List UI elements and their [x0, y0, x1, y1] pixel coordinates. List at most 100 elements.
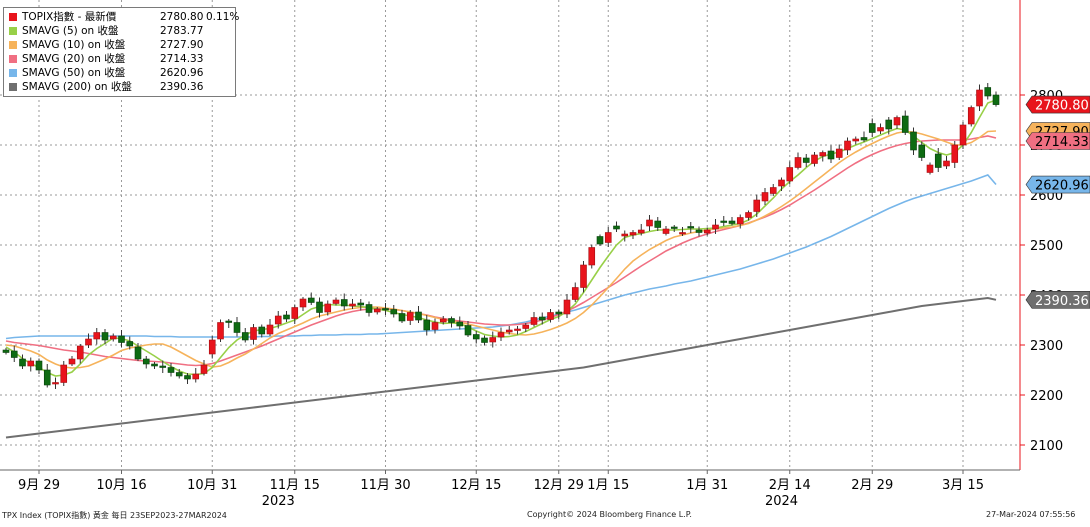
candle-body: [852, 138, 860, 142]
candle-body: [217, 322, 224, 340]
candle-body: [926, 164, 934, 173]
candle-body: [126, 341, 134, 347]
legend-label-topix: TOPIX指數 - 最新價: [22, 11, 117, 23]
candle-body: [19, 358, 26, 367]
x-tick-label: 3月 15: [942, 478, 984, 493]
legend-swatch-sma50: [9, 69, 17, 77]
candle-body: [423, 319, 431, 331]
value-label-text: 2714.33: [1035, 135, 1089, 150]
candle-body: [505, 329, 513, 333]
candle-body: [967, 107, 975, 125]
x-tick-label: 11月 30: [360, 478, 410, 493]
candle-body: [646, 219, 653, 227]
candle-body: [621, 233, 629, 237]
candle-body: [109, 335, 117, 340]
candle-body: [274, 315, 282, 325]
candle-body: [357, 302, 365, 306]
candle-body: [340, 299, 348, 307]
candle-body: [819, 152, 827, 157]
candle-body: [695, 229, 703, 233]
candle-body: [415, 311, 422, 321]
candle-body: [662, 228, 670, 234]
candle-body: [934, 153, 942, 168]
candle-body: [365, 304, 373, 313]
candle-body: [745, 212, 752, 218]
x-tick-label: 9月 29: [18, 478, 60, 493]
candle-body: [2, 349, 10, 353]
candle-body: [332, 299, 340, 304]
x-tick-label: 2月 14: [769, 478, 811, 493]
candle-body: [670, 226, 678, 229]
candle-body: [456, 321, 464, 327]
footer-source: TPX Index (TOPIX指數) 黃金 每日 23SEP2023-27MA…: [2, 511, 227, 520]
candle-body: [885, 119, 893, 130]
legend-value-sma50: 2620.96: [160, 67, 204, 79]
candle-body: [316, 301, 323, 313]
x-tick-label: 11月 15: [270, 478, 320, 493]
legend-item-sma200: SMAVG (200) on 收盤 2390.36: [8, 80, 231, 94]
candle-body: [142, 358, 150, 365]
value-label-bg: [1025, 291, 1090, 309]
candle-body: [901, 115, 909, 133]
candle-body: [497, 332, 505, 338]
footer-copyright: Copyright© 2024 Bloomberg Finance L.P.: [527, 510, 692, 519]
value-label-text: 2620.96: [1035, 179, 1089, 194]
candle-body: [786, 167, 794, 182]
candle-body: [241, 332, 249, 341]
candle-body: [101, 332, 109, 341]
candle-body: [761, 192, 769, 202]
legend-value-topix: 2780.80: [160, 11, 204, 23]
candle-body: [703, 229, 711, 234]
candle-body: [35, 360, 43, 371]
candle-body: [571, 287, 579, 300]
candle-body: [951, 144, 959, 163]
legend-item-sma5: SMAVG (5) on 收盤 2783.77: [8, 24, 231, 38]
candle-body: [299, 298, 307, 308]
candle-body: [555, 311, 563, 315]
candle-body: [159, 365, 167, 368]
candle-body: [637, 229, 645, 234]
candle-body: [580, 264, 587, 288]
legend-item-sma20: SMAVG (20) on 收盤 2714.33: [8, 52, 231, 66]
candle-body: [118, 335, 125, 343]
candle-body: [184, 375, 191, 380]
candle-body: [85, 338, 92, 346]
candle-body: [76, 345, 84, 360]
candle-body: [860, 137, 868, 141]
candle-body: [588, 247, 596, 266]
candle-body: [291, 307, 299, 319]
value-label-bg: [1025, 175, 1090, 194]
candle-body: [827, 150, 835, 160]
x-tick-label: 10月 31: [187, 478, 237, 493]
legend-label-sma20: SMAVG (20) on 收盤: [22, 53, 126, 65]
candle-body: [679, 232, 686, 235]
candle-body: [835, 148, 843, 158]
candle-body: [720, 220, 728, 223]
legend-swatch-sma200: [9, 83, 17, 91]
candle-body: [893, 117, 901, 126]
candle-body: [250, 327, 257, 340]
candle-body: [959, 124, 967, 146]
candle-body: [918, 144, 926, 158]
candle-body: [431, 322, 439, 330]
legend-label-sma50: SMAVG (50) on 收盤: [22, 67, 126, 79]
x-tick-label: 10月 16: [96, 478, 146, 493]
candle-body: [868, 123, 876, 133]
candle-body: [481, 337, 488, 343]
candle-body: [538, 316, 546, 321]
candle-body: [802, 157, 810, 163]
candle-body: [373, 308, 381, 313]
candle-body: [596, 236, 604, 245]
year-label: 2024: [765, 494, 798, 509]
series-line-ma200: [5, 296, 997, 439]
candle-body: [769, 187, 777, 194]
candle-body: [283, 314, 290, 320]
candle-body: [390, 309, 398, 315]
candle-body: [382, 308, 389, 311]
candle-body: [943, 160, 950, 167]
candle-body: [233, 322, 241, 333]
x-tick-label: 12月 29: [534, 478, 584, 493]
candle-body: [522, 324, 530, 329]
candle-body: [992, 94, 1000, 105]
y-tick-label: 2100: [1030, 439, 1063, 454]
